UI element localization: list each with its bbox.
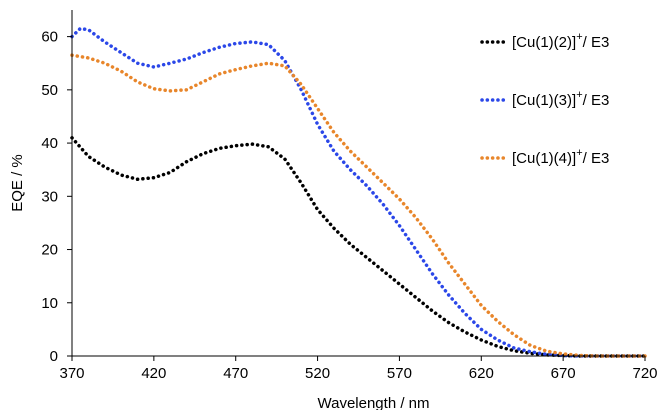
legend-label-suffix: / E3	[583, 150, 610, 167]
legend-label-sup: +	[576, 31, 582, 43]
y-tick-label: 0	[50, 348, 58, 365]
legend-label-sup: +	[576, 89, 582, 101]
x-tick-label: 520	[305, 365, 330, 382]
y-ticks: 0 10 20 30 40 50 60	[41, 29, 72, 365]
x-tick-label: 670	[551, 365, 576, 382]
series-line-1	[70, 136, 647, 358]
x-tick-label: 570	[387, 365, 412, 382]
legend-label-sup: +	[576, 147, 582, 159]
x-tick-label: 720	[632, 365, 657, 382]
legend-label-3: [Cu(1)(4)]+/ E3	[512, 147, 609, 167]
y-tick-label: 30	[41, 188, 58, 205]
plot-lines	[70, 26, 647, 358]
y-tick-label: 50	[41, 82, 58, 99]
series-line-2	[70, 26, 647, 358]
y-tick-label: 40	[41, 135, 58, 152]
legend-label-1: [Cu(1)(2)]+/ E3	[512, 31, 609, 51]
x-tick-label: 370	[59, 365, 84, 382]
x-tick-label: 420	[141, 365, 166, 382]
legend-label-main: [Cu(1)(4)]	[512, 150, 576, 167]
y-tick-label: 60	[41, 29, 58, 46]
x-tick-label: 620	[469, 365, 494, 382]
y-tick-label: 20	[41, 242, 58, 259]
legend-label-suffix: / E3	[583, 34, 610, 51]
legend: [Cu(1)(2)]+/ E3[Cu(1)(3)]+/ E3[Cu(1)(4)]…	[480, 31, 609, 167]
legend-label-main: [Cu(1)(2)]	[512, 34, 576, 51]
x-tick-label: 470	[223, 365, 248, 382]
x-ticks: 370 420 470 520 570 620 670 720	[59, 356, 658, 382]
series-line-3	[70, 53, 647, 358]
legend-label-suffix: / E3	[583, 92, 610, 109]
y-tick-label: 10	[41, 295, 58, 312]
y-axis-title: EQE / %	[9, 154, 26, 212]
legend-label-2: [Cu(1)(3)]+/ E3	[512, 89, 609, 109]
x-axis-title: Wavelength / nm	[318, 395, 430, 410]
legend-label-main: [Cu(1)(3)]	[512, 92, 576, 109]
